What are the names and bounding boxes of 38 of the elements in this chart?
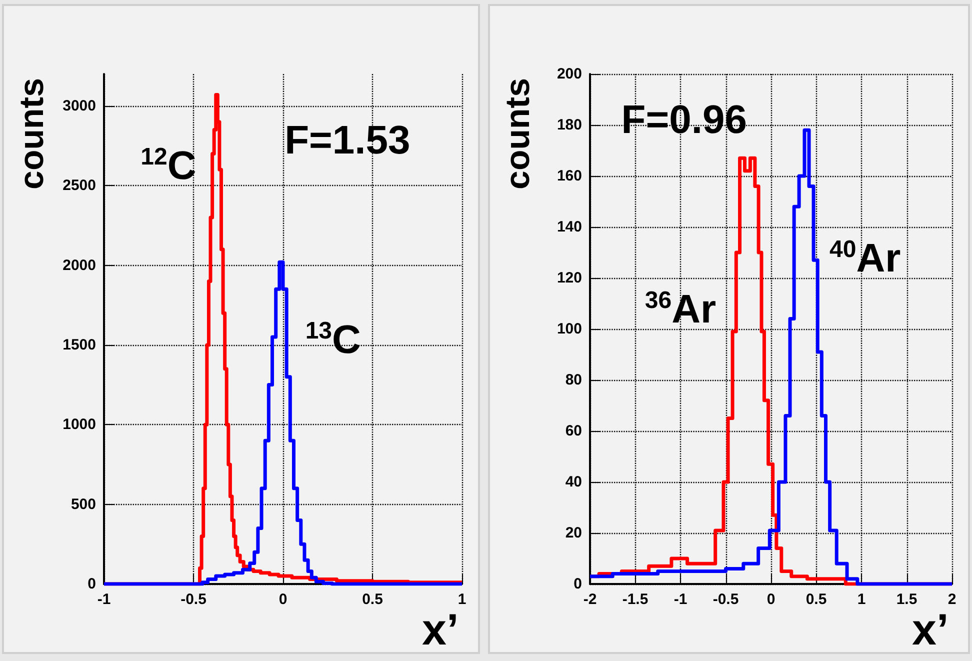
- y-tick-label: 160: [556, 168, 582, 184]
- y-tick-label: 180: [556, 116, 582, 134]
- annotation: F=0.96: [621, 98, 747, 142]
- y-tick-label: 3000: [62, 97, 96, 114]
- y-tick-label: 60: [565, 422, 582, 440]
- x-axis-title: x’: [422, 606, 459, 654]
- y-axis-title: counts: [13, 78, 51, 190]
- y-tick-label: 100: [556, 320, 582, 338]
- x-tick-label: 0: [766, 591, 776, 608]
- y-tick-label: 2500: [62, 177, 96, 194]
- x-tick-label: -2: [583, 591, 597, 608]
- y-tick-label: 20: [565, 524, 582, 542]
- x-axis-title: x’: [912, 606, 949, 654]
- x-tick-label: 0.5: [806, 591, 827, 608]
- annotation: F=1.53: [284, 118, 410, 163]
- x-tick-label: -0.5: [180, 591, 206, 608]
- y-tick-label: 80: [565, 372, 582, 388]
- y-tick-label: 200: [556, 66, 582, 82]
- y-tick-label: 500: [70, 496, 96, 513]
- y-axis-title: counts: [499, 78, 537, 190]
- x-tick-label: 2: [948, 591, 956, 608]
- y-tick-label: 2000: [62, 256, 96, 274]
- y-tick-label: 1500: [62, 336, 96, 354]
- x-tick-label: 0: [278, 591, 288, 608]
- x-tick-label: -1: [97, 591, 111, 608]
- y-tick-label: 120: [556, 270, 582, 286]
- x-tick-label: 0.5: [362, 591, 383, 608]
- x-tick-label: 1: [857, 591, 866, 608]
- x-tick-label: 1.5: [896, 591, 918, 608]
- y-tick-label: 40: [565, 474, 582, 490]
- y-tick-label: 0: [88, 576, 96, 592]
- x-tick-label: -0.5: [712, 591, 739, 608]
- x-tick-label: -1.5: [622, 591, 648, 608]
- y-tick-label: 1000: [62, 416, 96, 434]
- x-tick-label: -1: [674, 591, 688, 608]
- y-tick-label: 0: [574, 576, 582, 592]
- x-tick-label: 1: [458, 591, 466, 608]
- y-tick-label: 140: [556, 218, 582, 236]
